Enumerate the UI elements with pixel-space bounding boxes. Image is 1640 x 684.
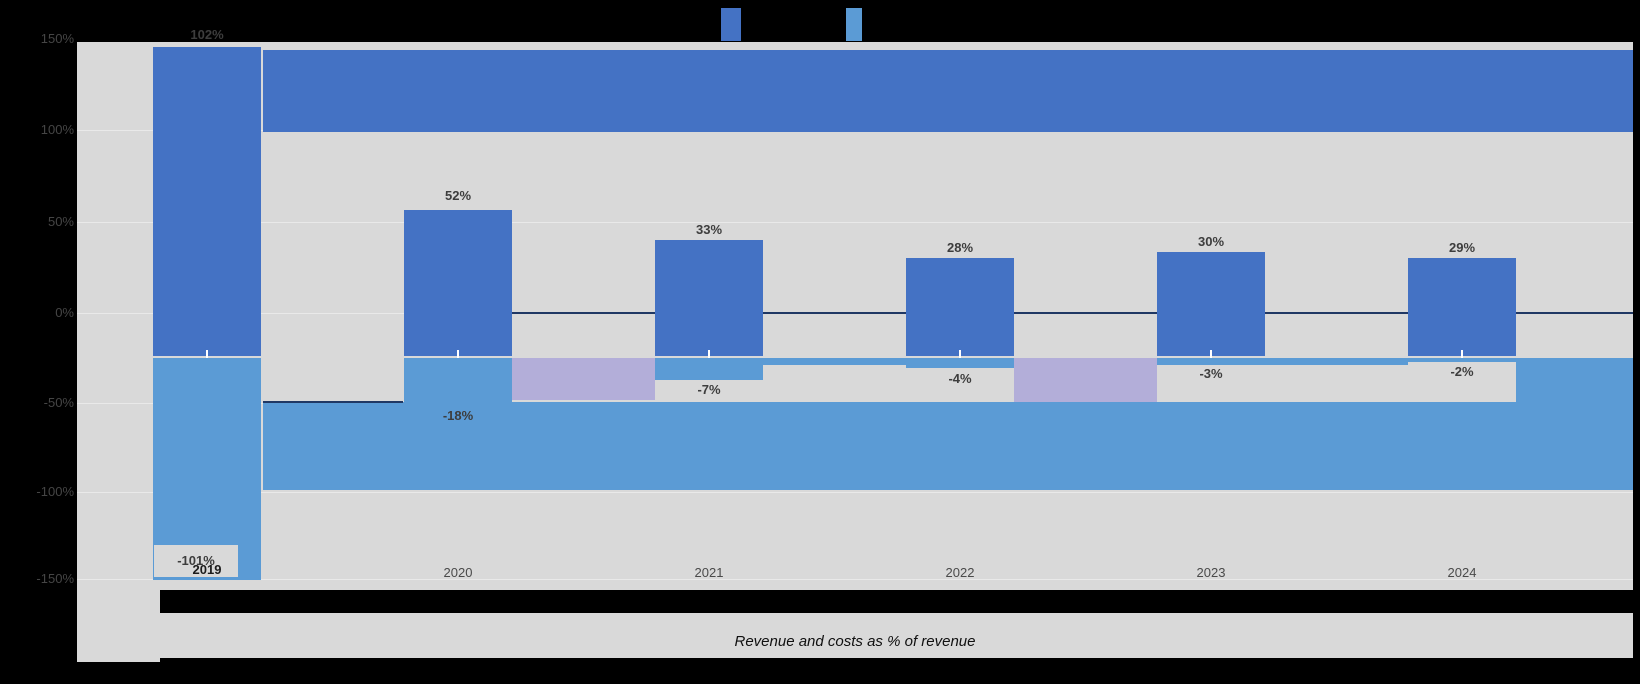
bar-negative (153, 358, 261, 580)
axis-tick (1461, 350, 1463, 358)
data-label-positive: 102% (190, 27, 224, 42)
chart-title: Revenue and costs as % of revenue (734, 633, 976, 650)
bar-positive (1157, 252, 1265, 356)
y-tick-label: 0% (55, 305, 74, 320)
data-label-positive: 29% (1448, 240, 1476, 255)
band-lavender (512, 358, 655, 400)
axis-tick (206, 350, 208, 358)
data-label-negative: -4% (948, 371, 972, 386)
gridline (77, 579, 1633, 580)
y-tick-label: -100% (36, 484, 74, 499)
band-dark-top (263, 50, 1633, 132)
x-axis-label: 2022 (945, 565, 975, 580)
band-lavender (1014, 358, 1157, 402)
title-band (77, 613, 1633, 658)
bar-negative (404, 358, 512, 402)
x-axis-label: 2020 (443, 565, 473, 580)
axis-tick (1210, 350, 1212, 358)
bar-positive (153, 47, 261, 356)
data-label-negative: -7% (697, 382, 721, 397)
data-label-negative: -101% (154, 545, 238, 577)
separator-strip (160, 590, 1633, 613)
bar-positive (655, 240, 763, 356)
legend-swatch-light (846, 8, 862, 41)
navy-line (1265, 312, 1408, 314)
data-label-negative: -2% (1450, 364, 1474, 379)
y-tick-label: 100% (40, 122, 74, 137)
y-tick-label: -50% (43, 395, 74, 410)
band-light-right (1516, 358, 1633, 412)
band-light-thin (763, 358, 906, 365)
navy-line (1014, 312, 1157, 314)
navy-line (1516, 312, 1633, 314)
bar-positive (906, 258, 1014, 356)
data-label-negative: -3% (1199, 366, 1223, 381)
x-axis-label: 2024 (1447, 565, 1477, 580)
band-light-bottom (263, 402, 1633, 490)
axis-tick (457, 350, 459, 358)
gridline (77, 492, 1633, 493)
axis-tick (959, 350, 961, 358)
y-tick-label: -150% (36, 571, 74, 586)
bar-negative (655, 358, 763, 380)
bar-negative (1408, 358, 1516, 362)
y-tick-label: 50% (47, 214, 74, 229)
plot-area (77, 42, 1633, 590)
band-light-thin (1265, 358, 1408, 365)
data-label-negative: -18% (442, 408, 474, 423)
x-axis-label: 2021 (694, 565, 724, 580)
data-label-positive: 33% (695, 222, 723, 237)
data-label-positive: 30% (1197, 234, 1225, 249)
x-axis-label: 2023 (1196, 565, 1226, 580)
navy-line (512, 312, 655, 314)
navy-line (263, 401, 403, 403)
navy-line (763, 312, 906, 314)
bar-negative (906, 358, 1014, 368)
data-label-positive: 28% (946, 240, 974, 255)
legend-swatch-dark (721, 8, 741, 41)
bar-positive (1408, 258, 1516, 356)
gridline (77, 222, 1633, 223)
x-axis-label: 2019 (192, 562, 222, 577)
data-label-positive: 52% (444, 188, 472, 203)
y-tick-label: 150% (40, 31, 74, 46)
bar-positive (404, 210, 512, 356)
bar-negative (1157, 358, 1265, 365)
axis-tick (708, 350, 710, 358)
